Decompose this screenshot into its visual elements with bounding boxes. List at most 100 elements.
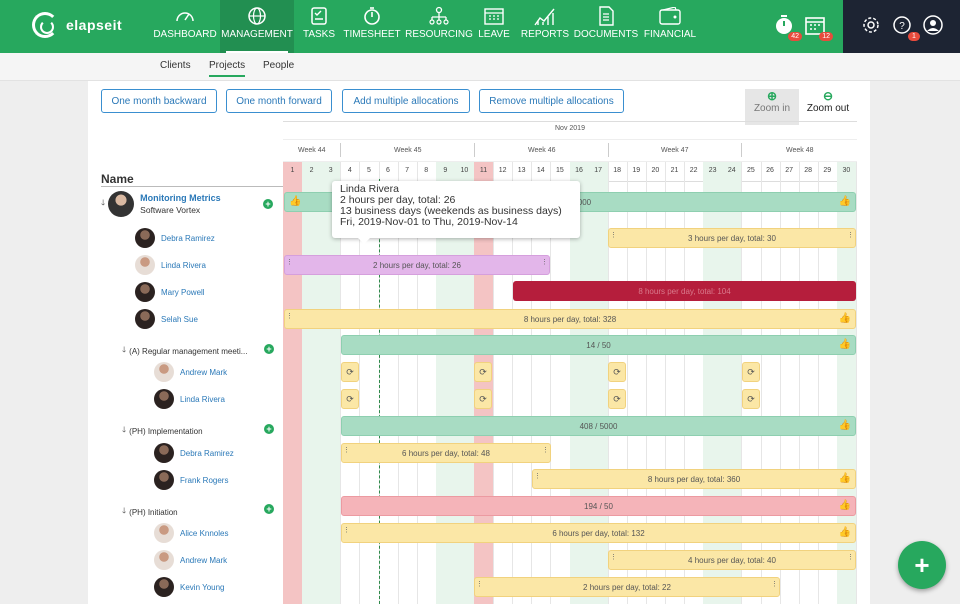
- zoom-in-button[interactable]: ⊕ Zoom in: [745, 89, 799, 125]
- day-label: 3: [328, 167, 333, 174]
- month-forward-button[interactable]: One month forward: [226, 89, 332, 113]
- day-label: 21: [670, 167, 679, 174]
- collapse-arrow-icon[interactable]: 🡓: [122, 425, 127, 434]
- add-resource-icon[interactable]: +: [264, 344, 274, 354]
- subtab-projects[interactable]: Projects: [209, 60, 246, 77]
- day-label: 9: [443, 167, 448, 174]
- allocation-bar[interactable]: ⋮ 2 hours per day, total: 22 ⋮: [474, 577, 780, 597]
- resource-name[interactable]: Frank Rogers: [180, 475, 229, 485]
- bar-label: 6 hours per day, total: 48: [402, 448, 490, 458]
- add-resource-icon[interactable]: +: [264, 504, 274, 514]
- resource-row[interactable]: Frank Rogers: [154, 470, 228, 490]
- subtab-people[interactable]: People: [263, 60, 295, 71]
- calendar-button[interactable]: 12: [803, 13, 833, 41]
- allocation-bar[interactable]: ⋮ 6 hours per day, total: 48 ⋮: [341, 443, 551, 463]
- add-resource-icon[interactable]: +: [263, 199, 273, 209]
- zoom-out-button[interactable]: ⊖ Zoom out: [801, 89, 855, 125]
- grid-line: [397, 162, 399, 604]
- nav-documents[interactable]: DOCUMENTS: [574, 0, 638, 53]
- resource-name[interactable]: Andrew Mark: [180, 555, 228, 565]
- globe-icon: [246, 6, 268, 26]
- resource-name[interactable]: Kevin Young: [180, 582, 225, 592]
- avatar: [154, 470, 174, 490]
- resource-name[interactable]: Alice Knnoles: [180, 528, 229, 538]
- phase-row[interactable]: 🡓 (PH) Implementation: [122, 424, 203, 438]
- resource-row[interactable]: Andrew Mark: [154, 550, 227, 570]
- resource-name[interactable]: Andrew Mark: [180, 367, 228, 377]
- month-backward-button[interactable]: One month backward: [101, 89, 217, 113]
- add-allocation-fab[interactable]: +: [898, 541, 946, 589]
- drag-handle-icon: ⋮: [343, 447, 350, 454]
- resource-name[interactable]: Debra Ramirez: [161, 233, 215, 243]
- nav-reports[interactable]: REPORTS: [521, 0, 569, 53]
- allocation-bar[interactable]: ⋮ 2 hours per day, total: 26 ⋮: [284, 255, 550, 275]
- recurring-icon[interactable]: ⟳: [742, 389, 760, 409]
- resource-row[interactable]: Selah Sue: [135, 309, 198, 329]
- resource-row[interactable]: Mary Powell: [135, 282, 205, 302]
- subtab-clients[interactable]: Clients: [160, 60, 191, 71]
- grid-line: [531, 162, 533, 604]
- recurring-icon[interactable]: ⟳: [341, 389, 359, 409]
- zoom-in-label: Zoom in: [753, 103, 791, 114]
- allocation-bar[interactable]: ⋮ 8 hours per day, total: 328 👍: [284, 309, 856, 329]
- nav-resourcing[interactable]: RESOURCING: [405, 0, 473, 53]
- nav-timesheet[interactable]: TIMESHEET: [343, 0, 401, 53]
- drag-handle-icon: ⋮: [847, 232, 854, 239]
- resource-row[interactable]: Linda Rivera: [135, 255, 206, 275]
- week-label: Week 46: [528, 147, 556, 154]
- recurring-icon[interactable]: ⟳: [742, 362, 760, 382]
- allocation-bar[interactable]: ⋮ 8 hours per day, total: 360 👍: [532, 469, 856, 489]
- allocation-bar[interactable]: 8 hours per day, total: 104: [513, 281, 856, 301]
- nav-leave[interactable]: LEAVE: [477, 0, 511, 53]
- recurring-icon[interactable]: ⟳: [474, 362, 492, 382]
- settings-button[interactable]: [859, 13, 883, 37]
- phase-bar[interactable]: 194 / 50 👍: [341, 496, 856, 516]
- resource-row[interactable]: Debra Ramirez: [154, 443, 234, 463]
- resource-row[interactable]: Kevin Young: [154, 577, 225, 597]
- nav-dashboard[interactable]: DASHBOARD: [153, 0, 217, 53]
- collapse-arrow-icon[interactable]: 🡓: [101, 198, 106, 207]
- week-separator: [283, 161, 857, 162]
- resource-name[interactable]: Selah Sue: [161, 314, 198, 324]
- help-button[interactable]: ? 1: [890, 13, 920, 41]
- resource-row[interactable]: Debra Ramirez: [135, 228, 215, 248]
- phase-row[interactable]: 🡓 (A) Regular management meeti...: [122, 344, 247, 358]
- project-avatar: [108, 191, 135, 217]
- project-row: 🡓 Monitoring Metrics Software Vortex: [101, 191, 221, 217]
- resource-row[interactable]: Linda Rivera: [154, 389, 225, 409]
- recurring-icon[interactable]: ⟳: [341, 362, 359, 382]
- grid-line: [493, 162, 495, 604]
- recurring-icon[interactable]: ⟳: [608, 389, 626, 409]
- remove-allocations-button[interactable]: Remove multiple allocations: [479, 89, 624, 113]
- recurring-icon[interactable]: ⟳: [474, 389, 492, 409]
- resource-name[interactable]: Linda Rivera: [180, 394, 225, 404]
- allocation-bar[interactable]: ⋮ 4 hours per day, total: 40 ⋮: [608, 550, 856, 570]
- resource-name[interactable]: Mary Powell: [161, 287, 205, 297]
- resource-row[interactable]: Andrew Mark: [154, 362, 227, 382]
- collapse-arrow-icon[interactable]: 🡓: [122, 506, 127, 515]
- nav-financial[interactable]: FINANCIAL: [644, 0, 696, 53]
- allocation-bar[interactable]: ⋮ 3 hours per day, total: 30 ⋮: [608, 228, 856, 248]
- day-label: 4: [347, 167, 352, 174]
- calendar-icon: [483, 6, 505, 26]
- profile-button[interactable]: [921, 13, 945, 37]
- collapse-arrow-icon[interactable]: 🡓: [122, 345, 127, 354]
- day-label: 30: [842, 167, 851, 174]
- phase-row[interactable]: 🡓 (PH) Initiation: [122, 505, 178, 519]
- allocation-bar[interactable]: ⋮ 6 hours per day, total: 132 👍: [341, 523, 856, 543]
- timer-button[interactable]: 42: [772, 13, 802, 41]
- add-allocations-button[interactable]: Add multiple allocations: [342, 89, 470, 113]
- recurring-icon[interactable]: ⟳: [608, 362, 626, 382]
- nav-tasks[interactable]: TASKS: [300, 0, 338, 53]
- day-label: 28: [804, 167, 813, 174]
- app-logo[interactable]: elapseit: [32, 12, 122, 38]
- resource-name[interactable]: Linda Rivera: [161, 260, 206, 270]
- nav-management[interactable]: MANAGEMENT: [220, 0, 294, 53]
- resource-row[interactable]: Alice Knnoles: [154, 523, 228, 543]
- drag-handle-icon: ⋮: [286, 313, 293, 320]
- phase-bar[interactable]: 408 / 5000 👍: [341, 416, 856, 436]
- resource-name[interactable]: Debra Ramirez: [180, 448, 234, 458]
- project-name[interactable]: Monitoring Metrics: [140, 193, 221, 203]
- add-resource-icon[interactable]: +: [264, 424, 274, 434]
- phase-bar[interactable]: 14 / 50 👍: [341, 335, 856, 355]
